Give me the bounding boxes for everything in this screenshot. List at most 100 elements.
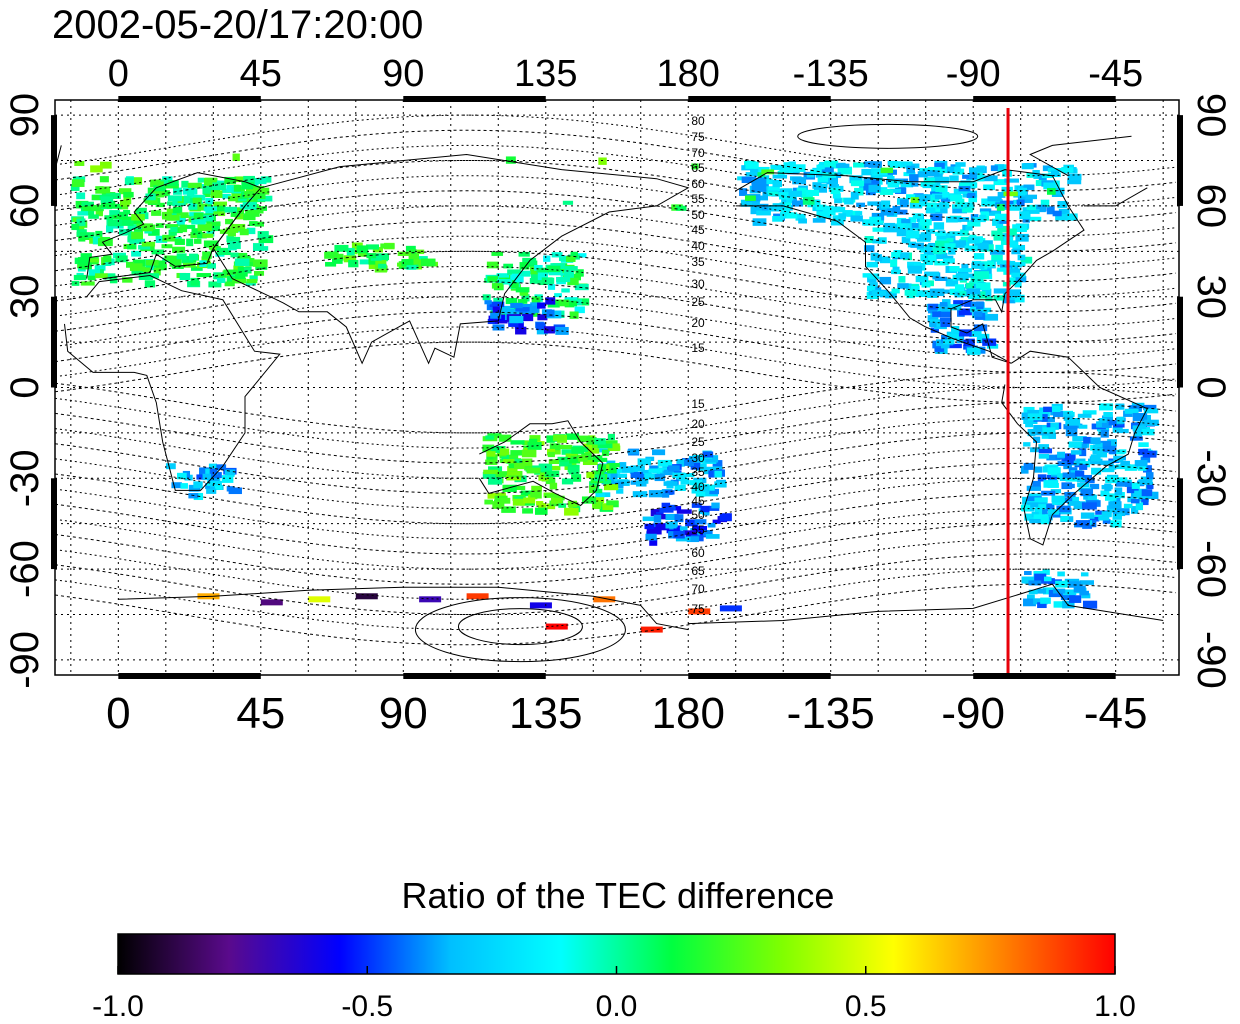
tec-cell <box>791 200 804 207</box>
tec-cell <box>689 480 703 486</box>
tec-cell <box>497 278 512 285</box>
tec-cell <box>488 466 503 473</box>
tec-cell <box>254 221 264 227</box>
tec-cell <box>1062 472 1077 479</box>
tec-cell <box>891 288 900 294</box>
tec-cell <box>958 291 968 296</box>
tec-cell <box>1129 436 1143 441</box>
tec-cell <box>1035 503 1047 512</box>
tec-cell <box>224 281 235 287</box>
tec-cell <box>671 506 682 511</box>
tec-cell <box>922 183 932 189</box>
tec-cell <box>253 192 266 200</box>
tec-cell <box>810 169 822 174</box>
colorbar-tick-label: 1.0 <box>1094 990 1136 1023</box>
contour-label: 30 <box>691 277 705 291</box>
tec-cell <box>911 163 920 169</box>
tec-cell <box>562 200 574 205</box>
tec-cell <box>889 161 901 169</box>
tec-cell <box>1080 474 1093 483</box>
tec-cell <box>129 240 137 246</box>
tec-cell <box>1096 421 1106 428</box>
contour-line <box>55 144 1176 207</box>
tec-cell <box>1050 170 1059 177</box>
tec-cell <box>1106 505 1119 513</box>
tec-cell <box>517 299 528 304</box>
tec-cell <box>112 214 123 219</box>
tec-cell <box>694 519 707 525</box>
tec-cell <box>171 482 182 489</box>
tec-cell <box>868 184 881 193</box>
tec-cell <box>629 468 638 474</box>
tec-cell <box>559 460 572 467</box>
tec-cell <box>1090 454 1101 462</box>
tec-cell <box>520 490 534 497</box>
tec-cell <box>213 209 222 215</box>
tec-cell <box>674 514 684 523</box>
tec-cell <box>664 469 674 475</box>
tec-cell <box>204 203 213 209</box>
tec-cell <box>942 192 950 198</box>
tec-cell <box>802 197 815 205</box>
tec-cell <box>816 211 829 219</box>
tec-cell <box>906 293 915 299</box>
tec-cell <box>1138 448 1149 456</box>
tec-cell <box>1019 211 1031 220</box>
tec-cell <box>503 263 514 269</box>
tec-cell <box>751 183 766 192</box>
tec-cell <box>1043 480 1059 488</box>
tec-cell <box>1063 424 1078 430</box>
tec-cell <box>915 290 930 298</box>
tec-cell <box>246 227 256 235</box>
frame-tick-bar <box>51 296 57 388</box>
tec-cell <box>496 273 510 278</box>
tec-cell <box>1072 436 1087 442</box>
tec-cell <box>676 459 685 467</box>
tec-cell <box>1142 450 1157 458</box>
tec-cell <box>570 251 578 258</box>
tec-cell <box>946 237 954 243</box>
tec-cell <box>1014 294 1025 303</box>
tec-cell <box>76 192 86 200</box>
tec-cell <box>466 593 489 600</box>
top-lon-tick-label: -45 <box>1088 53 1143 95</box>
tec-cell <box>930 327 939 333</box>
tec-cell <box>889 188 902 193</box>
bottom-lon-tick-label: 180 <box>652 689 725 738</box>
tec-cell <box>575 269 584 277</box>
tec-cell <box>495 274 511 281</box>
contour-label: 25 <box>691 295 705 309</box>
tec-cell <box>941 334 954 342</box>
tec-cell <box>374 264 387 273</box>
tec-cell <box>921 282 931 288</box>
tec-cell <box>813 187 828 193</box>
tec-cell <box>205 483 215 490</box>
tec-cell <box>531 296 541 304</box>
tec-cell <box>119 216 134 223</box>
tec-cell <box>1109 449 1125 455</box>
tec-cell <box>561 288 570 293</box>
tec-cell <box>505 309 520 315</box>
tec-cell <box>530 273 540 282</box>
tec-cell <box>712 460 723 467</box>
tec-cell <box>844 197 854 205</box>
tec-cell <box>103 255 112 263</box>
tec-cell <box>253 270 265 276</box>
tec-cell <box>953 188 968 194</box>
colorbar-tick-label: -1.0 <box>92 990 144 1023</box>
tec-cell <box>606 466 617 474</box>
tec-cell <box>682 473 695 478</box>
tec-cell <box>821 167 834 173</box>
contour-line <box>457 608 583 646</box>
tec-cell <box>893 209 908 215</box>
tec-cell <box>203 206 217 212</box>
tec-cell <box>1130 498 1140 504</box>
tec-cell <box>817 177 829 183</box>
tec-cell <box>216 278 226 283</box>
tec-cell <box>1046 206 1055 215</box>
frame-tick-bar <box>51 115 57 206</box>
tec-cell <box>974 242 989 251</box>
tec-cell <box>567 277 579 286</box>
tec-cell <box>531 485 543 492</box>
tec-cell <box>511 280 519 289</box>
